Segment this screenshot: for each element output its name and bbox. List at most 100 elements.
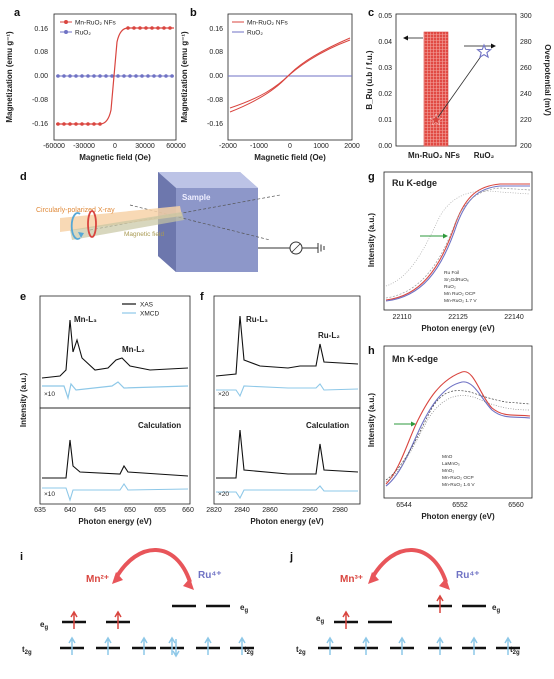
e-xas-curve [41,319,189,379]
panel-c-letter: c [368,7,374,19]
a-mnruo2-marker [92,122,96,126]
c-arrowhead-right [491,43,496,49]
j-t2g-right: t2g [510,645,520,656]
a-ruo2-marker [74,74,78,78]
a-ruo2-marker [164,74,168,78]
a-ruo2-marker [116,74,120,78]
a-xtick: 30000 [135,143,155,150]
f-xlabel: Photon energy (eV) [250,517,324,526]
g-17v-curve [385,185,530,302]
c-bar-mnruo2 [423,31,449,147]
c-ylabel-right: Overpotential (mV) [543,44,552,116]
c-ytick-left: 0.03 [378,65,392,72]
panel-f-top-frame [213,295,361,409]
b-ytick: 0.16 [209,26,223,33]
c-ytick-left: 0.00 [378,143,392,150]
e-calc-xmcd-curve [42,483,189,502]
i-arrowhead-right [183,578,194,590]
a-ruo2-marker [92,74,96,78]
i-arrowhead-left [112,572,123,584]
panel-f-bottom-frame [213,407,361,505]
j-t2g-left: t2g [296,645,306,656]
f-mult-top: ×20 [218,391,229,398]
c-ytick-left: 0.01 [378,117,392,124]
e-xtick: 645 [94,507,106,514]
e-mult-bottom: ×10 [44,491,55,498]
h-xtick: 6544 [396,502,412,509]
sample-top-face [158,172,258,188]
a-mnruo2-marker [68,122,72,126]
a-ruo2-marker [98,74,102,78]
g-title: Ru K-edge [392,178,437,188]
e-legend-xmcd: XMCD [140,311,159,318]
j-spin-up-icon [326,636,334,655]
e-xlabel: Photon energy (eV) [78,517,152,526]
c-star-ruo2 [476,43,492,59]
sample-label: Sample [182,193,211,202]
g-ylabel: Intensity (a.u.) [367,213,376,268]
b-legend-mn: Mn-RuO₂ NFs [247,20,289,27]
c-ylabel-left: B_Ru (u.b / f.u.) [365,50,374,109]
f-calc-label: Calculation [306,421,349,430]
e-xtick: 660 [182,507,194,514]
i-spin-up-icon [204,636,212,655]
h-legend: MnO₂ [442,468,454,474]
h-legend: LaMnO₃ [442,461,460,467]
a-mnruo2-curve [56,27,174,125]
g-legend: RuO₂ [444,284,456,290]
panel-f: f Ru-L₃ Ru-L₂ ×20 Calculation ×20 2820 2… [200,291,361,526]
i-t2g-left: t2g [22,645,32,656]
polarization-ring-red [87,210,97,238]
g-legend: Mn RuO₂ OCP [444,291,475,297]
a-mnruo2-marker [162,26,166,30]
j-spin-up-icon [398,636,406,655]
i-ion-left: Mn²⁺ [86,574,109,585]
a-xtick: 0 [113,143,117,150]
j-exchange-arrow [370,548,448,583]
i-spin-up-icon [114,610,122,629]
c-arrowhead-left [403,35,408,41]
b-xtick: -2000 [219,143,237,150]
c-ytick-right: 300 [520,13,532,20]
f-xmcd-curve [216,383,359,398]
panel-f-letter: f [200,291,204,303]
f-peak-l3: Ru-L₃ [246,315,268,324]
f-xtick: 2820 [206,507,222,514]
h-arrowhead [411,421,416,427]
panel-c-frame [395,13,517,147]
b-xlabel: Magnetic field (Oe) [254,153,326,162]
b-xtick: 0 [288,143,292,150]
a-mnruo2-marker [86,122,90,126]
h-legend: MnO [442,454,453,460]
b-legend-ru: RuO₂ [247,30,263,37]
e-xtick: 640 [64,507,76,514]
i-t2g-right: t2g [244,645,254,656]
a-ruo2-marker [128,74,132,78]
b-ytick: 0.00 [209,73,223,80]
c-ytick-right: 280 [520,39,532,46]
j-spin-up-icon [342,610,350,629]
i-eg-left: eg [40,620,48,631]
f-calc-xas-curve [216,429,359,479]
panel-e: e Intensity (a.u.) Mn-L₃ Mn-L₂ ×10 XAS X… [19,291,194,526]
i-eg-right: eg [240,603,248,614]
f-mult-bottom: ×20 [218,491,229,498]
panel-h: h Mn K-edge Intensity (a.u.) MnO LaMnO₃ … [367,345,533,521]
e-xmcd-curve [42,381,189,401]
i-spin-up-icon [238,636,246,655]
a-legend-marker-ru [64,30,68,34]
c-overpotential-line [435,51,485,121]
e-legend-xas: XAS [140,302,154,309]
panel-d-letter: d [20,171,27,183]
panel-j: j Mn³⁺ Ru⁴⁺ eg eg t2g t2g [289,548,520,656]
panel-i: i Mn²⁺ Ru⁴⁺ eg eg t2g t2g [20,548,254,658]
c-category: Mn-RuO₂ NFs [408,151,461,160]
panel-a-letter: a [14,7,21,19]
panel-a-frame [53,13,177,141]
a-ruo2-marker [134,74,138,78]
panel-g-letter: g [368,171,375,183]
a-ruo2-marker [86,74,90,78]
a-mnruo2-marker [74,122,78,126]
a-mnruo2-marker [56,122,60,126]
